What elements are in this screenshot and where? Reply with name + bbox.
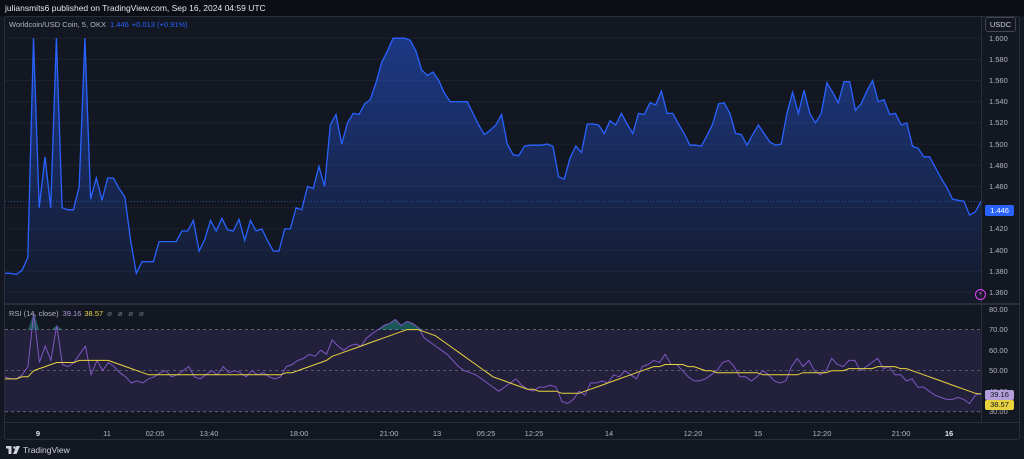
brand-name: TradingView <box>23 445 70 455</box>
price-change-value: +0.013 (+0.91%) <box>131 20 188 29</box>
time-tick-label: 13:40 <box>199 429 219 438</box>
time-tick-label: 11 <box>103 429 111 438</box>
current-price-tag: 1.446 <box>985 205 1014 216</box>
currency-button[interactable]: USDC <box>985 17 1016 32</box>
price-tick-label: 1.600 <box>989 33 1008 43</box>
rsi-ma-value: 38.57 <box>84 309 104 318</box>
pane-divider[interactable] <box>5 303 1019 305</box>
price-tick-label: 1.500 <box>989 139 1008 149</box>
price-tick-label: 1.420 <box>989 224 1008 234</box>
last-price-value: 1.446 <box>109 20 129 29</box>
time-tick-label: 12:25 <box>524 429 544 438</box>
rsi-tick-label: 60.00 <box>989 345 1008 355</box>
publish-info: juliansmits6 published on TradingView.co… <box>5 3 266 13</box>
time-tick-label: 18:00 <box>289 429 309 438</box>
price-tick-label: 1.480 <box>989 160 1008 170</box>
price-tick-label: 1.520 <box>989 118 1008 128</box>
price-tick-label: 1.360 <box>989 287 1008 297</box>
hidden-value-icons: ⌀ ⌀ ⌀ ⌀ <box>107 309 146 318</box>
time-tick-label: 16 <box>944 429 954 438</box>
lightning-icon[interactable]: ⚡ <box>975 289 986 300</box>
rsi-tick-label: 80.00 <box>989 304 1008 314</box>
time-tick-label: 13 <box>432 429 442 438</box>
chart-frame <box>4 16 1020 440</box>
rsi-line <box>4 313 982 405</box>
symbol-legend[interactable]: Worldcoin/USD Coin, 5, OKX 1.446 +0.013 (+… <box>9 20 188 29</box>
rsi-band-lines <box>5 329 981 413</box>
rsi-label: RSI (14, close) <box>9 309 59 318</box>
rsi-tick-label: 30.00 <box>989 407 1008 417</box>
rsi-tick-label: 70.00 <box>989 325 1008 335</box>
price-axis-separator <box>981 17 982 422</box>
tradingview-mark-icon <box>6 446 20 454</box>
time-tick-label: 02:05 <box>145 429 165 438</box>
rsi-ma-tag: 38.57 <box>985 400 1014 410</box>
tradingview-logo[interactable]: TradingView <box>6 445 70 455</box>
price-tick-label: 1.400 <box>989 245 1008 255</box>
price-tick-label: 1.460 <box>989 181 1008 191</box>
rsi-ma-line <box>5 329 982 395</box>
rsi-legend[interactable]: RSI (14, close) 39.16 38.57 ⌀ ⌀ ⌀ ⌀ <box>9 309 146 318</box>
time-tick-label: 21:00 <box>379 429 399 438</box>
time-axis-separator <box>5 422 1019 423</box>
price-line <box>5 37 982 276</box>
time-tick-label: 12:20 <box>812 429 832 438</box>
price-tick-label: 1.560 <box>989 76 1008 86</box>
time-tick-label: 12:20 <box>683 429 703 438</box>
price-tick-label: 1.580 <box>989 54 1008 64</box>
price-area-fill <box>5 38 981 303</box>
rsi-value-tag: 39.16 <box>985 390 1014 400</box>
symbol-name: Worldcoin/USD Coin, 5, OKX <box>9 20 106 29</box>
time-tick-label: 9 <box>35 429 41 438</box>
time-tick-label: 21:00 <box>891 429 911 438</box>
publish-header: juliansmits6 published on TradingView.co… <box>0 0 1024 16</box>
rsi-value: 39.16 <box>62 309 82 318</box>
price-tick-label: 1.540 <box>989 97 1008 107</box>
time-tick-label: 15 <box>753 429 763 438</box>
price-tick-label: 1.380 <box>989 266 1008 276</box>
rsi-overbought-fill <box>27 313 425 330</box>
rsi-tick-label: 50.00 <box>989 366 1008 376</box>
time-tick-label: 05:25 <box>476 429 496 438</box>
time-tick-label: 14 <box>604 429 614 438</box>
